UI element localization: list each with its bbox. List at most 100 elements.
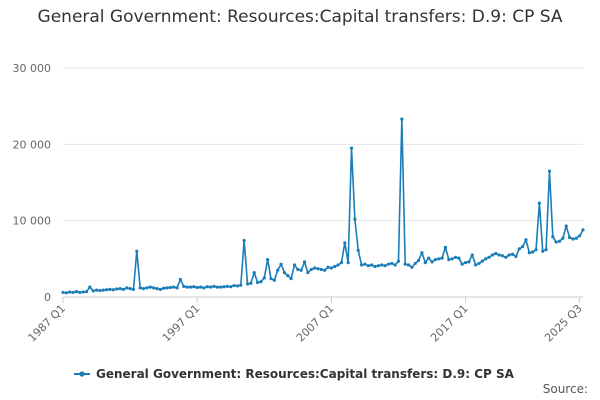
data-point[interactable] (172, 285, 176, 289)
data-point[interactable] (88, 285, 92, 289)
data-point[interactable] (118, 287, 122, 291)
data-point[interactable] (494, 251, 498, 256)
data-point[interactable] (453, 255, 458, 259)
data-point[interactable] (578, 234, 582, 238)
data-point[interactable] (363, 262, 367, 266)
data-point[interactable] (313, 266, 317, 270)
data-point[interactable] (266, 257, 270, 262)
data-point[interactable] (185, 285, 189, 289)
data-point[interactable] (386, 262, 391, 266)
data-point[interactable] (222, 285, 226, 289)
data-point[interactable] (343, 241, 347, 245)
data-point[interactable] (135, 249, 139, 253)
data-point[interactable] (182, 284, 186, 288)
data-point[interactable] (209, 285, 213, 289)
data-point[interactable] (403, 262, 407, 266)
data-point[interactable] (232, 283, 236, 288)
data-point[interactable] (299, 268, 303, 272)
data-point[interactable] (521, 245, 525, 249)
data-point[interactable] (514, 254, 518, 259)
data-point[interactable] (537, 201, 541, 205)
data-point[interactable] (329, 266, 333, 270)
data-point[interactable] (125, 286, 129, 290)
data-point[interactable] (333, 264, 337, 269)
data-point[interactable] (212, 284, 216, 288)
data-point[interactable] (195, 285, 199, 290)
data-point[interactable] (131, 287, 136, 291)
data-point[interactable] (353, 217, 357, 221)
data-point[interactable] (229, 285, 233, 289)
data-point[interactable] (74, 290, 79, 294)
data-point[interactable] (497, 253, 501, 257)
data-point[interactable] (309, 267, 313, 272)
data-point[interactable] (326, 265, 330, 269)
data-point[interactable] (296, 267, 300, 272)
data-point[interactable] (165, 286, 169, 290)
data-point[interactable] (252, 270, 256, 275)
data-point[interactable] (71, 290, 75, 295)
data-point[interactable] (316, 267, 320, 271)
data-point[interactable] (188, 285, 193, 289)
data-point[interactable] (410, 265, 414, 269)
data-point[interactable] (443, 245, 448, 249)
data-point[interactable] (162, 286, 166, 290)
data-point[interactable] (430, 260, 434, 264)
data-point[interactable] (417, 258, 421, 262)
data-point[interactable] (437, 257, 441, 261)
data-point[interactable] (406, 263, 411, 267)
data-point[interactable] (141, 287, 146, 291)
data-point[interactable] (359, 263, 364, 267)
data-point[interactable] (105, 288, 109, 292)
data-point[interactable] (168, 285, 172, 290)
data-point[interactable] (500, 254, 505, 258)
data-point[interactable] (319, 267, 323, 272)
data-point[interactable] (202, 286, 206, 290)
data-point[interactable] (178, 277, 183, 282)
data-point[interactable] (507, 253, 511, 257)
data-point[interactable] (460, 262, 464, 266)
data-point[interactable] (84, 290, 89, 294)
data-point[interactable] (215, 285, 219, 289)
data-point[interactable] (242, 238, 246, 243)
data-point[interactable] (279, 262, 283, 266)
data-point[interactable] (440, 256, 444, 260)
data-point[interactable] (380, 263, 384, 267)
data-point[interactable] (396, 259, 401, 263)
data-point[interactable] (219, 285, 223, 289)
data-point[interactable] (541, 249, 545, 253)
data-point[interactable] (115, 287, 119, 291)
data-point[interactable] (91, 289, 95, 293)
data-point[interactable] (81, 290, 85, 294)
data-point[interactable] (470, 253, 474, 257)
data-point[interactable] (78, 290, 82, 295)
data-point[interactable] (235, 284, 240, 288)
data-point[interactable] (286, 274, 290, 278)
data-point[interactable] (323, 268, 327, 272)
data-point[interactable] (145, 286, 149, 290)
data-point[interactable] (255, 280, 260, 285)
data-point[interactable] (269, 277, 273, 281)
data-point[interactable] (198, 285, 203, 289)
data-point[interactable] (487, 255, 491, 259)
data-point[interactable] (504, 255, 508, 259)
data-point[interactable] (423, 261, 427, 265)
data-point[interactable] (557, 239, 562, 243)
data-point[interactable] (249, 281, 253, 285)
data-point[interactable] (413, 261, 417, 266)
data-point[interactable] (400, 117, 404, 121)
data-point[interactable] (336, 263, 340, 267)
data-point[interactable] (510, 252, 515, 256)
data-point[interactable] (276, 268, 280, 272)
data-point[interactable] (376, 264, 380, 268)
data-point[interactable] (64, 291, 68, 295)
data-point[interactable] (108, 287, 112, 291)
data-point[interactable] (467, 260, 471, 264)
data-point[interactable] (524, 238, 528, 242)
data-point[interactable] (94, 288, 99, 292)
data-point[interactable] (373, 264, 377, 269)
data-point[interactable] (390, 261, 394, 266)
data-point[interactable] (490, 253, 495, 257)
data-point[interactable] (427, 256, 431, 260)
data-point[interactable] (463, 261, 468, 265)
data-point[interactable] (155, 287, 159, 291)
